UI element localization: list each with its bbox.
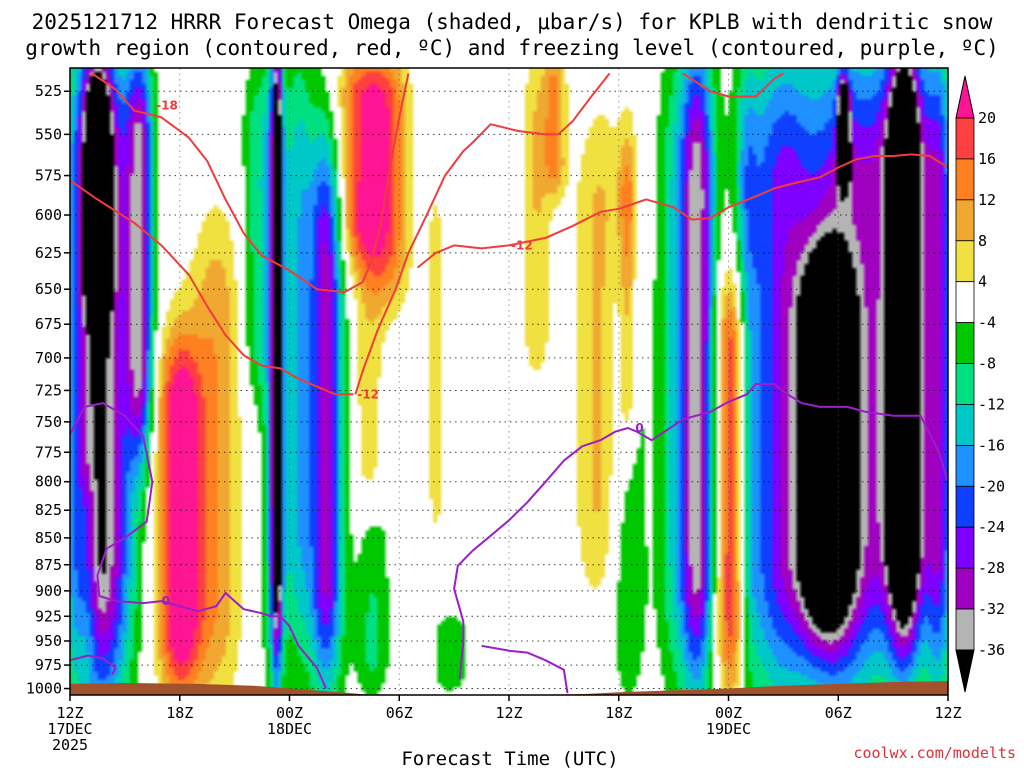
x-tick-label-1: 18Z — [166, 704, 193, 722]
x-tick-year-0: 2025 — [52, 736, 88, 754]
y-tick-label-975: 975 — [35, 656, 62, 674]
x-axis-label: Forecast Time (UTC) — [401, 748, 618, 768]
chart-title-line-2: growth region (contoured, red, ºC) and f… — [25, 36, 999, 60]
x-tick-label-3: 06Z — [386, 704, 413, 722]
freezing-contour-label-0: 0 — [162, 594, 170, 608]
colorbar-bin-11 — [955, 567, 975, 610]
x-tick-label-2: 00Z — [276, 704, 303, 722]
colorbar-label-12: -32 — [978, 600, 1005, 618]
dgz-contour-label-0: -18 — [156, 98, 178, 112]
y-tick-label-625: 625 — [35, 244, 62, 262]
dgz-contour-1 — [70, 179, 354, 396]
x-tick-label-5: 18Z — [605, 704, 632, 722]
y-tick-label-825: 825 — [35, 501, 62, 519]
credit-text: coolwx.com/modelts — [853, 744, 1016, 762]
dgz-contour-label-3: -12 — [511, 238, 533, 252]
colorbar-label-0: 20 — [978, 109, 996, 127]
colorbar-label-3: 8 — [978, 232, 987, 250]
colorbar-label-13: -36 — [978, 641, 1005, 659]
y-tick-label-600: 600 — [35, 206, 62, 224]
plot-area: -18-12-12 00 — [69, 67, 949, 696]
dgz-contour-0 — [91, 72, 410, 294]
colorbar-label-5: -4 — [978, 314, 996, 332]
y-tick-label-800: 800 — [35, 473, 62, 491]
freezing-contour-3 — [481, 644, 569, 694]
terrain — [70, 681, 948, 695]
colorbar-bin-9 — [955, 485, 975, 528]
x-tick-label-8: 12Z — [934, 704, 961, 722]
y-tick-label-575: 575 — [35, 167, 62, 185]
colorbar-bin-3 — [955, 240, 975, 283]
y-tick-label-650: 650 — [35, 280, 62, 298]
y-tick-label-950: 950 — [35, 632, 62, 650]
dgz-contour-2 — [354, 72, 611, 395]
y-tick-label-700: 700 — [35, 349, 62, 367]
colorbar-bin-2 — [955, 199, 975, 242]
y-tick-label-900: 900 — [35, 582, 62, 600]
freezing-level-contours: 00 — [70, 383, 948, 694]
y-tick-label-725: 725 — [35, 381, 62, 399]
colorbar-bin-6 — [955, 363, 975, 405]
colorbar-under-arrow — [955, 649, 975, 693]
colorbar-bin-1 — [955, 158, 975, 201]
x-tick-label-0: 12Z — [56, 704, 83, 722]
y-tick-label-550: 550 — [35, 125, 62, 143]
colorbar-bin-0 — [955, 117, 975, 160]
freezing-contour-1 — [453, 383, 948, 680]
x-tick-label-6: 00Z — [715, 704, 742, 722]
y-tick-label-925: 925 — [35, 607, 62, 625]
dgz-contour-3 — [416, 153, 948, 269]
omega-colorbar: 20 16 12 8 4 -4 -8 -12 -16 -20 -24 -28 -32 -36 — [955, 75, 1005, 693]
colorbar-over-arrow — [955, 75, 975, 119]
colorbar-bin-8 — [955, 444, 975, 487]
colorbar-bin-12 — [955, 608, 975, 651]
x-tick-date-2: 18DEC — [267, 720, 312, 738]
colorbar-label-7: -12 — [978, 395, 1005, 413]
colorbar-label-6: -8 — [978, 355, 996, 373]
y-tick-label-750: 750 — [35, 413, 62, 431]
freezing-contour-0 — [70, 402, 328, 689]
freezing-contour-label-1: 0 — [635, 421, 643, 435]
y-tick-label-850: 850 — [35, 529, 62, 547]
y-tick-label-675: 675 — [35, 315, 62, 333]
x-tick-date-6: 19DEC — [706, 720, 751, 738]
chart-title-line-1: 2025121712 HRRR Forecast Omega (shaded, … — [32, 10, 993, 34]
dendritic-growth-contours: -18 -12 -12 — [70, 72, 948, 401]
y-tick-label-875: 875 — [35, 556, 62, 574]
colorbar-bin-5 — [955, 322, 975, 364]
colorbar-label-1: 16 — [978, 150, 996, 168]
x-tick-label-7: 06Z — [825, 704, 852, 722]
colorbar-label-2: 12 — [978, 191, 996, 209]
colorbar-label-9: -20 — [978, 477, 1005, 495]
y-tick-label-525: 525 — [35, 82, 62, 100]
y-axis-pressure-levels: 525 550 575 600 625 650 675 700 725 750 775 800 825 8… — [26, 82, 70, 698]
colorbar-bin-4 — [955, 281, 975, 324]
y-tick-label-775: 775 — [35, 443, 62, 461]
colorbar-label-10: -24 — [978, 518, 1005, 536]
colorbar-bin-7 — [955, 404, 975, 446]
dgz-contour-label-2: -12 — [357, 387, 379, 401]
x-tick-date-0: 17DEC — [47, 720, 92, 738]
dgz-contour-4 — [682, 72, 784, 98]
colorbar-label-11: -28 — [978, 559, 1005, 577]
colorbar-label-8: -16 — [978, 436, 1005, 454]
colorbar-label-4: 4 — [978, 273, 987, 291]
colorbar-bin-10 — [955, 526, 975, 569]
freezing-contour-2 — [70, 654, 117, 675]
y-tick-label-1000: 1000 — [26, 680, 62, 698]
x-tick-label-4: 12Z — [495, 704, 522, 722]
